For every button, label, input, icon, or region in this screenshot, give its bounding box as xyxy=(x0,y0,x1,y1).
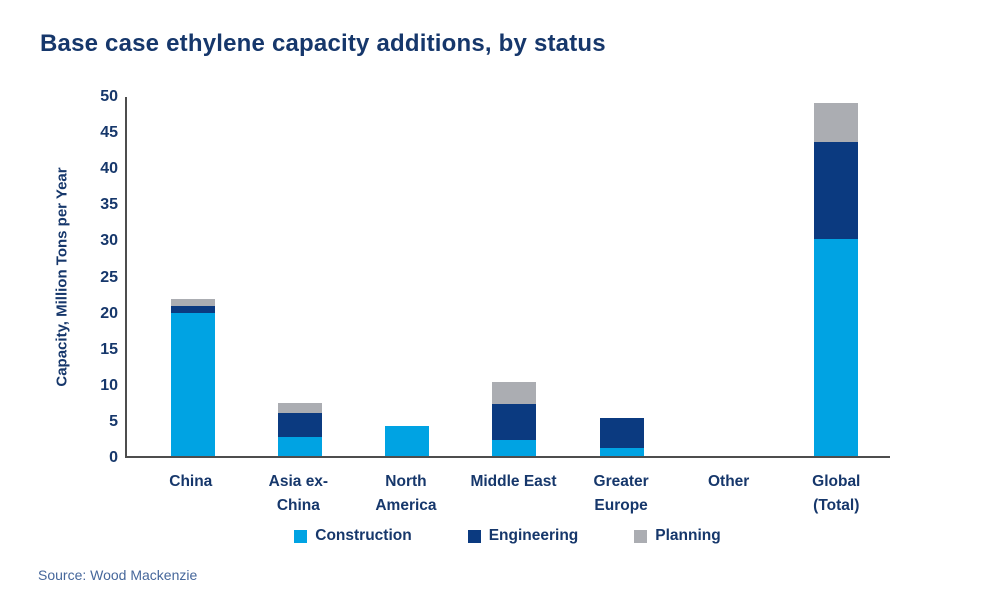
legend-swatch-planning xyxy=(634,529,648,543)
legend-swatch-engineering xyxy=(467,529,481,543)
bar-slot xyxy=(783,97,890,456)
x-axis-label: Middle East xyxy=(470,473,557,490)
bar-segment-planning xyxy=(277,402,322,414)
legend-item: Planning xyxy=(634,527,721,545)
legend-item: Construction xyxy=(294,527,412,545)
bar-slot xyxy=(246,97,353,456)
stacked-bar xyxy=(814,102,859,456)
bar-slot xyxy=(139,97,246,456)
x-axis-label: Other xyxy=(708,473,750,490)
legend-label: Planning xyxy=(655,527,721,544)
bar-segment-construction xyxy=(170,313,215,456)
x-axis-label: Global (Total) xyxy=(812,473,861,515)
x-axis-label: China xyxy=(169,473,213,490)
bar-slot xyxy=(461,97,568,456)
y-tick-label: 5 xyxy=(109,412,118,430)
y-tick-label: 10 xyxy=(100,376,118,394)
bar-segment-engineering xyxy=(492,404,537,441)
x-axis-label: Greater Europe xyxy=(593,473,649,515)
legend-label: Engineering xyxy=(488,527,579,544)
y-axis: 0 5 10 15 20 25 30 35 40 45 50 xyxy=(0,0,118,600)
y-tick-label: 0 xyxy=(109,449,118,466)
bar-segment-engineering xyxy=(599,418,644,449)
stacked-bar xyxy=(492,382,537,456)
bar-segment-construction xyxy=(277,437,322,456)
y-tick-label: 40 xyxy=(100,160,118,178)
bar-segment-construction xyxy=(385,425,430,456)
bar-slot xyxy=(354,97,461,456)
stacked-bar xyxy=(277,402,322,456)
bar-segment-construction xyxy=(599,448,644,456)
y-tick-label: 45 xyxy=(100,124,118,142)
legend-swatch-construction xyxy=(294,529,308,543)
x-axis: China Asia ex- China North America Middle E… xyxy=(125,470,890,518)
source-note: Source: Wood Mackenzie xyxy=(38,567,198,583)
legend-label: Construction xyxy=(315,527,412,544)
chart-title: Base case ethylene capacity additions, b… xyxy=(40,30,606,57)
y-tick-label: 35 xyxy=(100,196,118,214)
bar-segment-engineering xyxy=(170,305,215,314)
x-axis-label: North America xyxy=(375,473,437,515)
y-tick-label: 15 xyxy=(100,340,118,358)
bar-segment-planning xyxy=(170,299,215,306)
stacked-bar xyxy=(599,418,644,456)
bar-segment-construction xyxy=(814,239,859,456)
bar-segment-planning xyxy=(814,102,859,142)
y-tick-label: 25 xyxy=(100,268,118,286)
x-axis-label: Asia ex- China xyxy=(268,473,329,515)
bar-segment-engineering xyxy=(814,141,859,240)
bar-segment-planning xyxy=(492,382,537,405)
plot-area xyxy=(125,97,890,458)
stacked-bar xyxy=(385,425,430,456)
legend-item: Engineering xyxy=(467,527,579,545)
y-tick-label: 20 xyxy=(100,304,118,322)
stacked-bar xyxy=(170,299,215,456)
y-tick-label: 30 xyxy=(100,232,118,250)
bar-slot xyxy=(568,97,675,456)
legend: Construction Engineering Planning xyxy=(125,527,890,545)
bar-slot xyxy=(675,97,782,456)
bar-segment-construction xyxy=(492,440,537,456)
y-tick-label: 50 xyxy=(100,88,118,105)
bar-segment-engineering xyxy=(277,413,322,438)
